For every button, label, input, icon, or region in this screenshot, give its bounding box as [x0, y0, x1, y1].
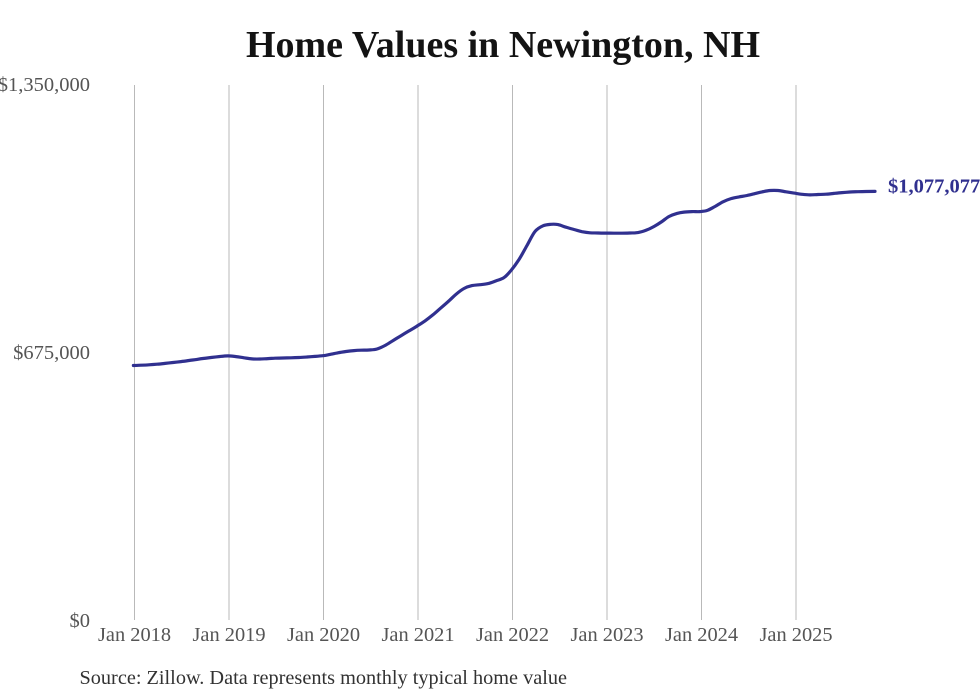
svg-text:$1,350,000: $1,350,000: [0, 74, 90, 96]
svg-text:Jan 2025: Jan 2025: [759, 624, 832, 646]
svg-text:Jan 2023: Jan 2023: [570, 624, 643, 646]
svg-text:Jan 2019: Jan 2019: [192, 624, 265, 646]
svg-text:Jan 2020: Jan 2020: [287, 624, 360, 646]
svg-text:Jan 2022: Jan 2022: [476, 624, 549, 646]
svg-text:$1,077,077: $1,077,077: [888, 176, 980, 198]
svg-text:Home Values in Newington, NH: Home Values in Newington, NH: [246, 24, 760, 66]
svg-text:Jan 2024: Jan 2024: [665, 624, 738, 646]
svg-text:Jan 2018: Jan 2018: [98, 624, 171, 646]
svg-text:$0: $0: [70, 610, 91, 632]
svg-text:$675,000: $675,000: [13, 342, 90, 364]
svg-text:Source: Zillow. Data represent: Source: Zillow. Data represents monthly …: [80, 667, 568, 689]
svg-text:Jan 2021: Jan 2021: [381, 624, 454, 646]
